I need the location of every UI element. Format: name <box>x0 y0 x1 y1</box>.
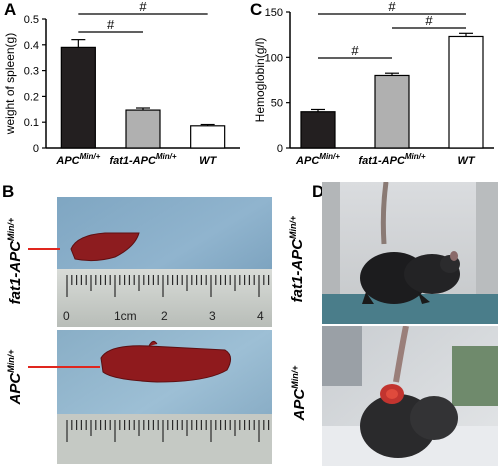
mouse-photo-fat1-apc <box>322 182 498 324</box>
significance-mark-0: # <box>351 43 359 58</box>
panel-d-bottom-label: APCMin/+ <box>290 365 308 421</box>
mouse-photo-fat1-apc-image <box>322 182 498 324</box>
significance-mark-2: # <box>388 0 396 14</box>
y-tick-label: 0.3 <box>24 66 39 78</box>
y-tick-label: 50 <box>271 98 283 110</box>
y-tick-label: 150 <box>265 7 283 19</box>
x-tick-label-2: WT <box>457 155 475 167</box>
bar-0 <box>300 111 336 149</box>
mouse-photo-apc <box>322 326 498 466</box>
ruler-ticks-top <box>66 275 270 297</box>
x-tick-label-1: fat1-APCMin/+ <box>109 152 176 167</box>
spleen-specimen-small <box>70 232 140 262</box>
y-tick-label: 0 <box>33 143 39 155</box>
spleen-specimen-large <box>100 345 231 383</box>
ruler-number-2: 2 <box>161 309 168 323</box>
bar-1 <box>374 74 410 149</box>
ruler-number-1cm: 1cm <box>114 309 137 323</box>
spleen-photo-apc-image <box>57 330 272 464</box>
panel-letter-d: D <box>312 182 325 201</box>
y-axis-label: weight of spleen(g) <box>3 33 17 135</box>
y-tick-label: 0.1 <box>24 117 39 129</box>
bar-2 <box>190 125 226 149</box>
bar-1 <box>125 109 161 149</box>
ruler-number-4: 4 <box>257 309 264 323</box>
pointer-line-bottom-ext <box>50 366 100 368</box>
y-tick-label: 0.5 <box>24 14 39 26</box>
significance-mark-1: # <box>425 13 433 28</box>
y-tick-label: 0.2 <box>24 91 39 103</box>
spleen-photo-fat1-apc-image <box>57 197 272 327</box>
ruler-number-0: 0 <box>63 309 70 323</box>
mouse-photo-apc-image <box>322 326 498 466</box>
spleen-photo-apc <box>57 330 272 464</box>
y-tick-label: 100 <box>265 52 283 64</box>
ruler-ticks-bottom <box>66 420 270 442</box>
panel-letter-c: C <box>250 0 263 19</box>
pointer-lines <box>28 248 60 368</box>
y-tick-label: 0 <box>277 143 283 155</box>
spleen-photo-fat1-apc: 0 1cm 2 3 4 <box>57 197 272 327</box>
significance-mark-0: # <box>107 17 115 32</box>
x-tick-label-2: WT <box>199 155 217 167</box>
bar-2 <box>448 35 484 149</box>
bar-0 <box>60 46 96 149</box>
x-tick-label-0: APCMin/+ <box>295 152 340 167</box>
x-tick-label-1: fat1-APCMin/+ <box>358 152 425 167</box>
x-tick-label-0: APCMin/+ <box>55 152 100 167</box>
y-tick-label: 0.4 <box>24 40 39 52</box>
panel-letter-b: B <box>2 182 15 201</box>
panel-d-top-label: fat1-APCMin/+ <box>288 215 306 303</box>
panel-letter-a: A <box>4 0 17 19</box>
significance-mark-1: # <box>139 0 147 14</box>
ruler-number-3: 3 <box>209 309 216 323</box>
spleen-weight-chart: 0 0.1 0.2 0.3 0.4 0.5 weight of spleen(g) APCMi… <box>3 0 240 167</box>
hemoglobin-chart: 0 50 100 150 Hemoglobin(g/l) APCMin/+ fat1-APC… <box>253 0 494 167</box>
y-axis-label: Hemoglobin(g/l) <box>253 38 267 123</box>
